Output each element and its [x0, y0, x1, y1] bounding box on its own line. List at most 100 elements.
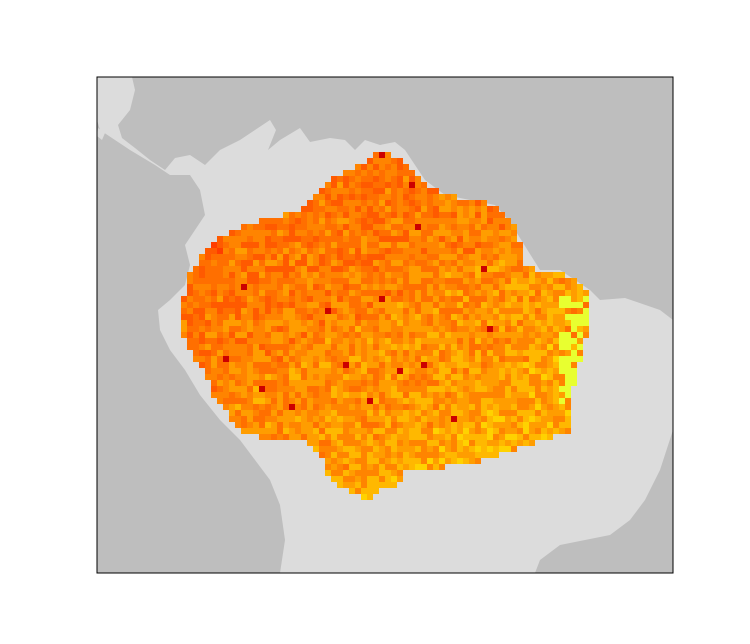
raster-cell [235, 308, 241, 314]
raster-cell [529, 440, 535, 446]
raster-cell [427, 248, 433, 254]
raster-cell [409, 260, 415, 266]
raster-cell [421, 266, 427, 272]
raster-cell [373, 224, 379, 230]
raster-cell [331, 440, 337, 446]
raster-cell [385, 170, 391, 176]
raster-cell [319, 428, 325, 434]
raster-cell [415, 284, 421, 290]
raster-cell [547, 362, 553, 368]
raster-cell [541, 404, 547, 410]
raster-cell [451, 326, 457, 332]
raster-cell [193, 326, 199, 332]
raster-cell [421, 248, 427, 254]
raster-cell [367, 422, 373, 428]
raster-cell [445, 392, 451, 398]
raster-cell [421, 194, 427, 200]
raster-cell [349, 212, 355, 218]
raster-cell [421, 206, 427, 212]
raster-cell [349, 404, 355, 410]
raster-cell [253, 428, 259, 434]
raster-cell [265, 320, 271, 326]
raster-cell [247, 422, 253, 428]
raster-cell [577, 332, 583, 338]
raster-cell [301, 416, 307, 422]
raster-cell [205, 290, 211, 296]
raster-cell [385, 368, 391, 374]
raster-cell [373, 350, 379, 356]
raster-cell [301, 410, 307, 416]
raster-cell [349, 170, 355, 176]
raster-cell [571, 332, 577, 338]
raster-cell [325, 272, 331, 278]
raster-cell [319, 260, 325, 266]
raster-cell [391, 404, 397, 410]
raster-cell [193, 272, 199, 278]
raster-cell [181, 302, 187, 308]
raster-cell [529, 338, 535, 344]
raster-cell [283, 218, 289, 224]
raster-cell [295, 224, 301, 230]
raster-cell [235, 248, 241, 254]
raster-cell [247, 356, 253, 362]
raster-cell [331, 242, 337, 248]
raster-cell [361, 326, 367, 332]
raster-cell [259, 242, 265, 248]
raster-cell [559, 392, 565, 398]
raster-cell [385, 152, 391, 158]
raster-cell [547, 302, 553, 308]
raster-cell [373, 296, 379, 302]
raster-cell [265, 230, 271, 236]
raster-cell [301, 422, 307, 428]
raster-cell [541, 362, 547, 368]
raster-cell [379, 380, 385, 386]
raster-cell [445, 272, 451, 278]
raster-cell [253, 290, 259, 296]
raster-cell [367, 326, 373, 332]
raster-cell [457, 224, 463, 230]
raster-cell [271, 368, 277, 374]
raster-cell [361, 206, 367, 212]
raster-cell [337, 242, 343, 248]
raster-cell [217, 296, 223, 302]
raster-cell [487, 344, 493, 350]
raster-cell [283, 392, 289, 398]
raster-cell [361, 434, 367, 440]
raster-cell [517, 356, 523, 362]
raster-cell [385, 344, 391, 350]
raster-cell [427, 428, 433, 434]
raster-cell [223, 236, 229, 242]
raster-cell [505, 320, 511, 326]
raster-cell [349, 320, 355, 326]
raster-cell [505, 356, 511, 362]
raster-cell [493, 212, 499, 218]
raster-cell [505, 314, 511, 320]
raster-cell [517, 332, 523, 338]
raster-cell [505, 350, 511, 356]
raster-cell [361, 218, 367, 224]
raster-cell [235, 320, 241, 326]
raster-cell [541, 296, 547, 302]
raster-cell [409, 224, 415, 230]
raster-cell [211, 242, 217, 248]
raster-cell [457, 404, 463, 410]
raster-cell [355, 200, 361, 206]
raster-cell [205, 344, 211, 350]
raster-cell [361, 398, 367, 404]
raster-cell [283, 434, 289, 440]
raster-cell [355, 398, 361, 404]
raster-cell [289, 278, 295, 284]
raster-cell [475, 314, 481, 320]
raster-cell [385, 470, 391, 476]
raster-cell [307, 266, 313, 272]
raster-cell [433, 314, 439, 320]
raster-cell [343, 428, 349, 434]
raster-cell [481, 446, 487, 452]
raster-cell [313, 428, 319, 434]
raster-cell [463, 452, 469, 458]
raster-cell [367, 464, 373, 470]
raster-cell [535, 404, 541, 410]
raster-cell [517, 284, 523, 290]
raster-cell [445, 458, 451, 464]
raster-cell [331, 182, 337, 188]
